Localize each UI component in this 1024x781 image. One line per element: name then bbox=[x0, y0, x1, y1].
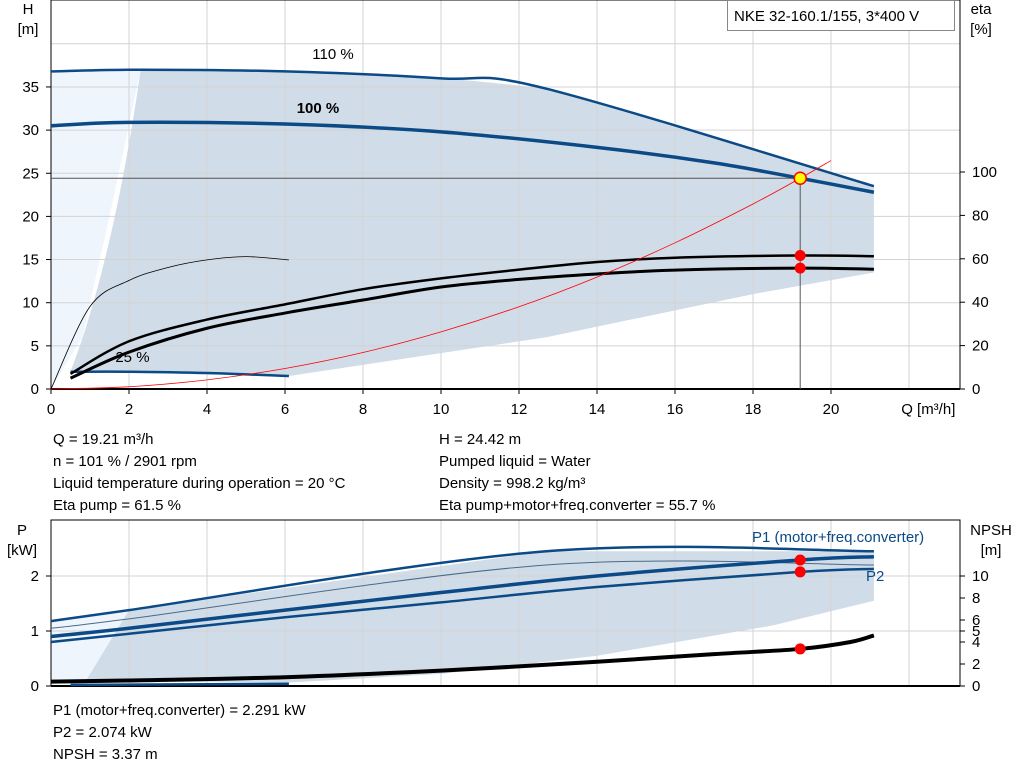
eta-total-point bbox=[794, 262, 806, 274]
info-npsh: NPSH = 3.37 m bbox=[53, 746, 158, 763]
info-h: H = 24.42 m bbox=[439, 431, 522, 448]
y2-tick-label: 6 bbox=[972, 612, 980, 629]
y2-axis-label: eta bbox=[971, 1, 993, 18]
x-axis-label: Q [m³/h] bbox=[901, 401, 955, 418]
npsh-point bbox=[794, 643, 806, 655]
y-tick-label: 25 bbox=[22, 165, 39, 182]
y2-tick-label: 80 bbox=[972, 207, 989, 224]
y-tick-label: 5 bbox=[31, 338, 39, 355]
p1-legend-label: P1 (motor+freq.converter) bbox=[752, 529, 924, 546]
x-tick-label: 4 bbox=[203, 401, 211, 418]
eta-pump-curve bbox=[69, 254, 874, 375]
y-axis-unit: [m] bbox=[18, 21, 39, 38]
system-curve bbox=[50, 160, 832, 390]
power-range-shade bbox=[86, 551, 874, 683]
y-tick-label: 15 bbox=[22, 252, 39, 269]
info-eta-total: Eta pump+motor+freq.converter = 55.7 % bbox=[439, 497, 716, 514]
y-axis-label: P bbox=[17, 522, 27, 539]
y2-tick-label: 4 bbox=[972, 634, 980, 651]
eta-pump-point bbox=[794, 250, 806, 262]
speed-curve-25 bbox=[70, 370, 289, 378]
y2-tick-label: 10 bbox=[972, 568, 989, 585]
p2-legend-label: P2 bbox=[866, 568, 884, 585]
y-tick-label: 10 bbox=[22, 295, 39, 312]
x-tick-label: 6 bbox=[281, 401, 289, 418]
x-tick-label: 20 bbox=[823, 401, 840, 418]
power-range-light-shade bbox=[51, 610, 129, 684]
y-tick-label: 30 bbox=[22, 122, 39, 139]
x-tick-label: 12 bbox=[511, 401, 528, 418]
y2-tick-label: 8 bbox=[972, 590, 980, 607]
x-tick-label: 18 bbox=[745, 401, 762, 418]
speed-curve-110 bbox=[50, 68, 875, 188]
y-tick-label: 0 bbox=[31, 678, 39, 695]
y-tick-label: 0 bbox=[31, 381, 39, 398]
eta-total-curve bbox=[69, 266, 874, 380]
y2-tick-label: 100 bbox=[972, 164, 997, 181]
y-tick-label: 35 bbox=[22, 79, 39, 96]
operating-range-shade bbox=[70, 69, 874, 377]
p1-max-curve bbox=[50, 545, 874, 623]
y-tick-label: 1 bbox=[31, 623, 39, 640]
info-temp: Liquid temperature during operation = 20… bbox=[53, 475, 346, 492]
y-axis-unit: [kW] bbox=[7, 542, 37, 559]
operating-range-light-shade bbox=[51, 69, 141, 389]
x-tick-label: 8 bbox=[359, 401, 367, 418]
y2-tick-label: 2 bbox=[972, 656, 980, 673]
npsh-curve bbox=[50, 633, 875, 684]
label-110-percent: 110 % bbox=[312, 46, 353, 63]
x-tick-label: 16 bbox=[667, 401, 684, 418]
eta-curve-25 bbox=[50, 256, 289, 390]
x-tick-label: 10 bbox=[433, 401, 450, 418]
p1-point bbox=[794, 554, 806, 566]
info-p2: P2 = 2.074 kW bbox=[53, 724, 152, 741]
y2-tick-label: 0 bbox=[972, 678, 980, 695]
y2-tick-label: 40 bbox=[972, 294, 989, 311]
info-eta-pump: Eta pump = 61.5 % bbox=[53, 497, 181, 514]
pump-title-box: NKE 32-160.1/155, 3*400 V bbox=[727, 0, 955, 31]
y2-axis-label: NPSH bbox=[970, 522, 1012, 539]
operating-point bbox=[793, 171, 807, 186]
x-tick-label: 14 bbox=[589, 401, 606, 418]
x-tick-label: 0 bbox=[47, 401, 55, 418]
x-tick-label: 2 bbox=[125, 401, 133, 418]
speed-curve-100 bbox=[50, 120, 875, 194]
info-speed: n = 101 % / 2901 rpm bbox=[53, 453, 197, 470]
info-density: Density = 998.2 kg/m³ bbox=[439, 475, 586, 492]
label-25-percent: 25 % bbox=[115, 349, 149, 366]
p-curve-25 bbox=[70, 682, 289, 687]
y-tick-label: 20 bbox=[22, 208, 39, 225]
y2-tick-label: 5 bbox=[972, 623, 980, 640]
info-q: Q = 19.21 m³/h bbox=[53, 431, 154, 448]
p2-point bbox=[794, 566, 806, 578]
y-tick-label: 2 bbox=[31, 568, 39, 585]
p2-curve bbox=[50, 567, 874, 644]
y2-axis-unit: [%] bbox=[970, 21, 992, 38]
y2-tick-label: 60 bbox=[972, 251, 989, 268]
y2-axis-unit: [m] bbox=[981, 542, 1002, 559]
p1-curve bbox=[50, 555, 874, 639]
label-100-percent: 100 % bbox=[297, 100, 340, 117]
info-liquid: Pumped liquid = Water bbox=[439, 453, 591, 470]
y2-tick-label: 20 bbox=[972, 338, 989, 355]
y2-tick-label: 0 bbox=[972, 381, 980, 398]
y-axis-label: H bbox=[23, 1, 34, 18]
info-p1: P1 (motor+freq.converter) = 2.291 kW bbox=[53, 702, 306, 719]
